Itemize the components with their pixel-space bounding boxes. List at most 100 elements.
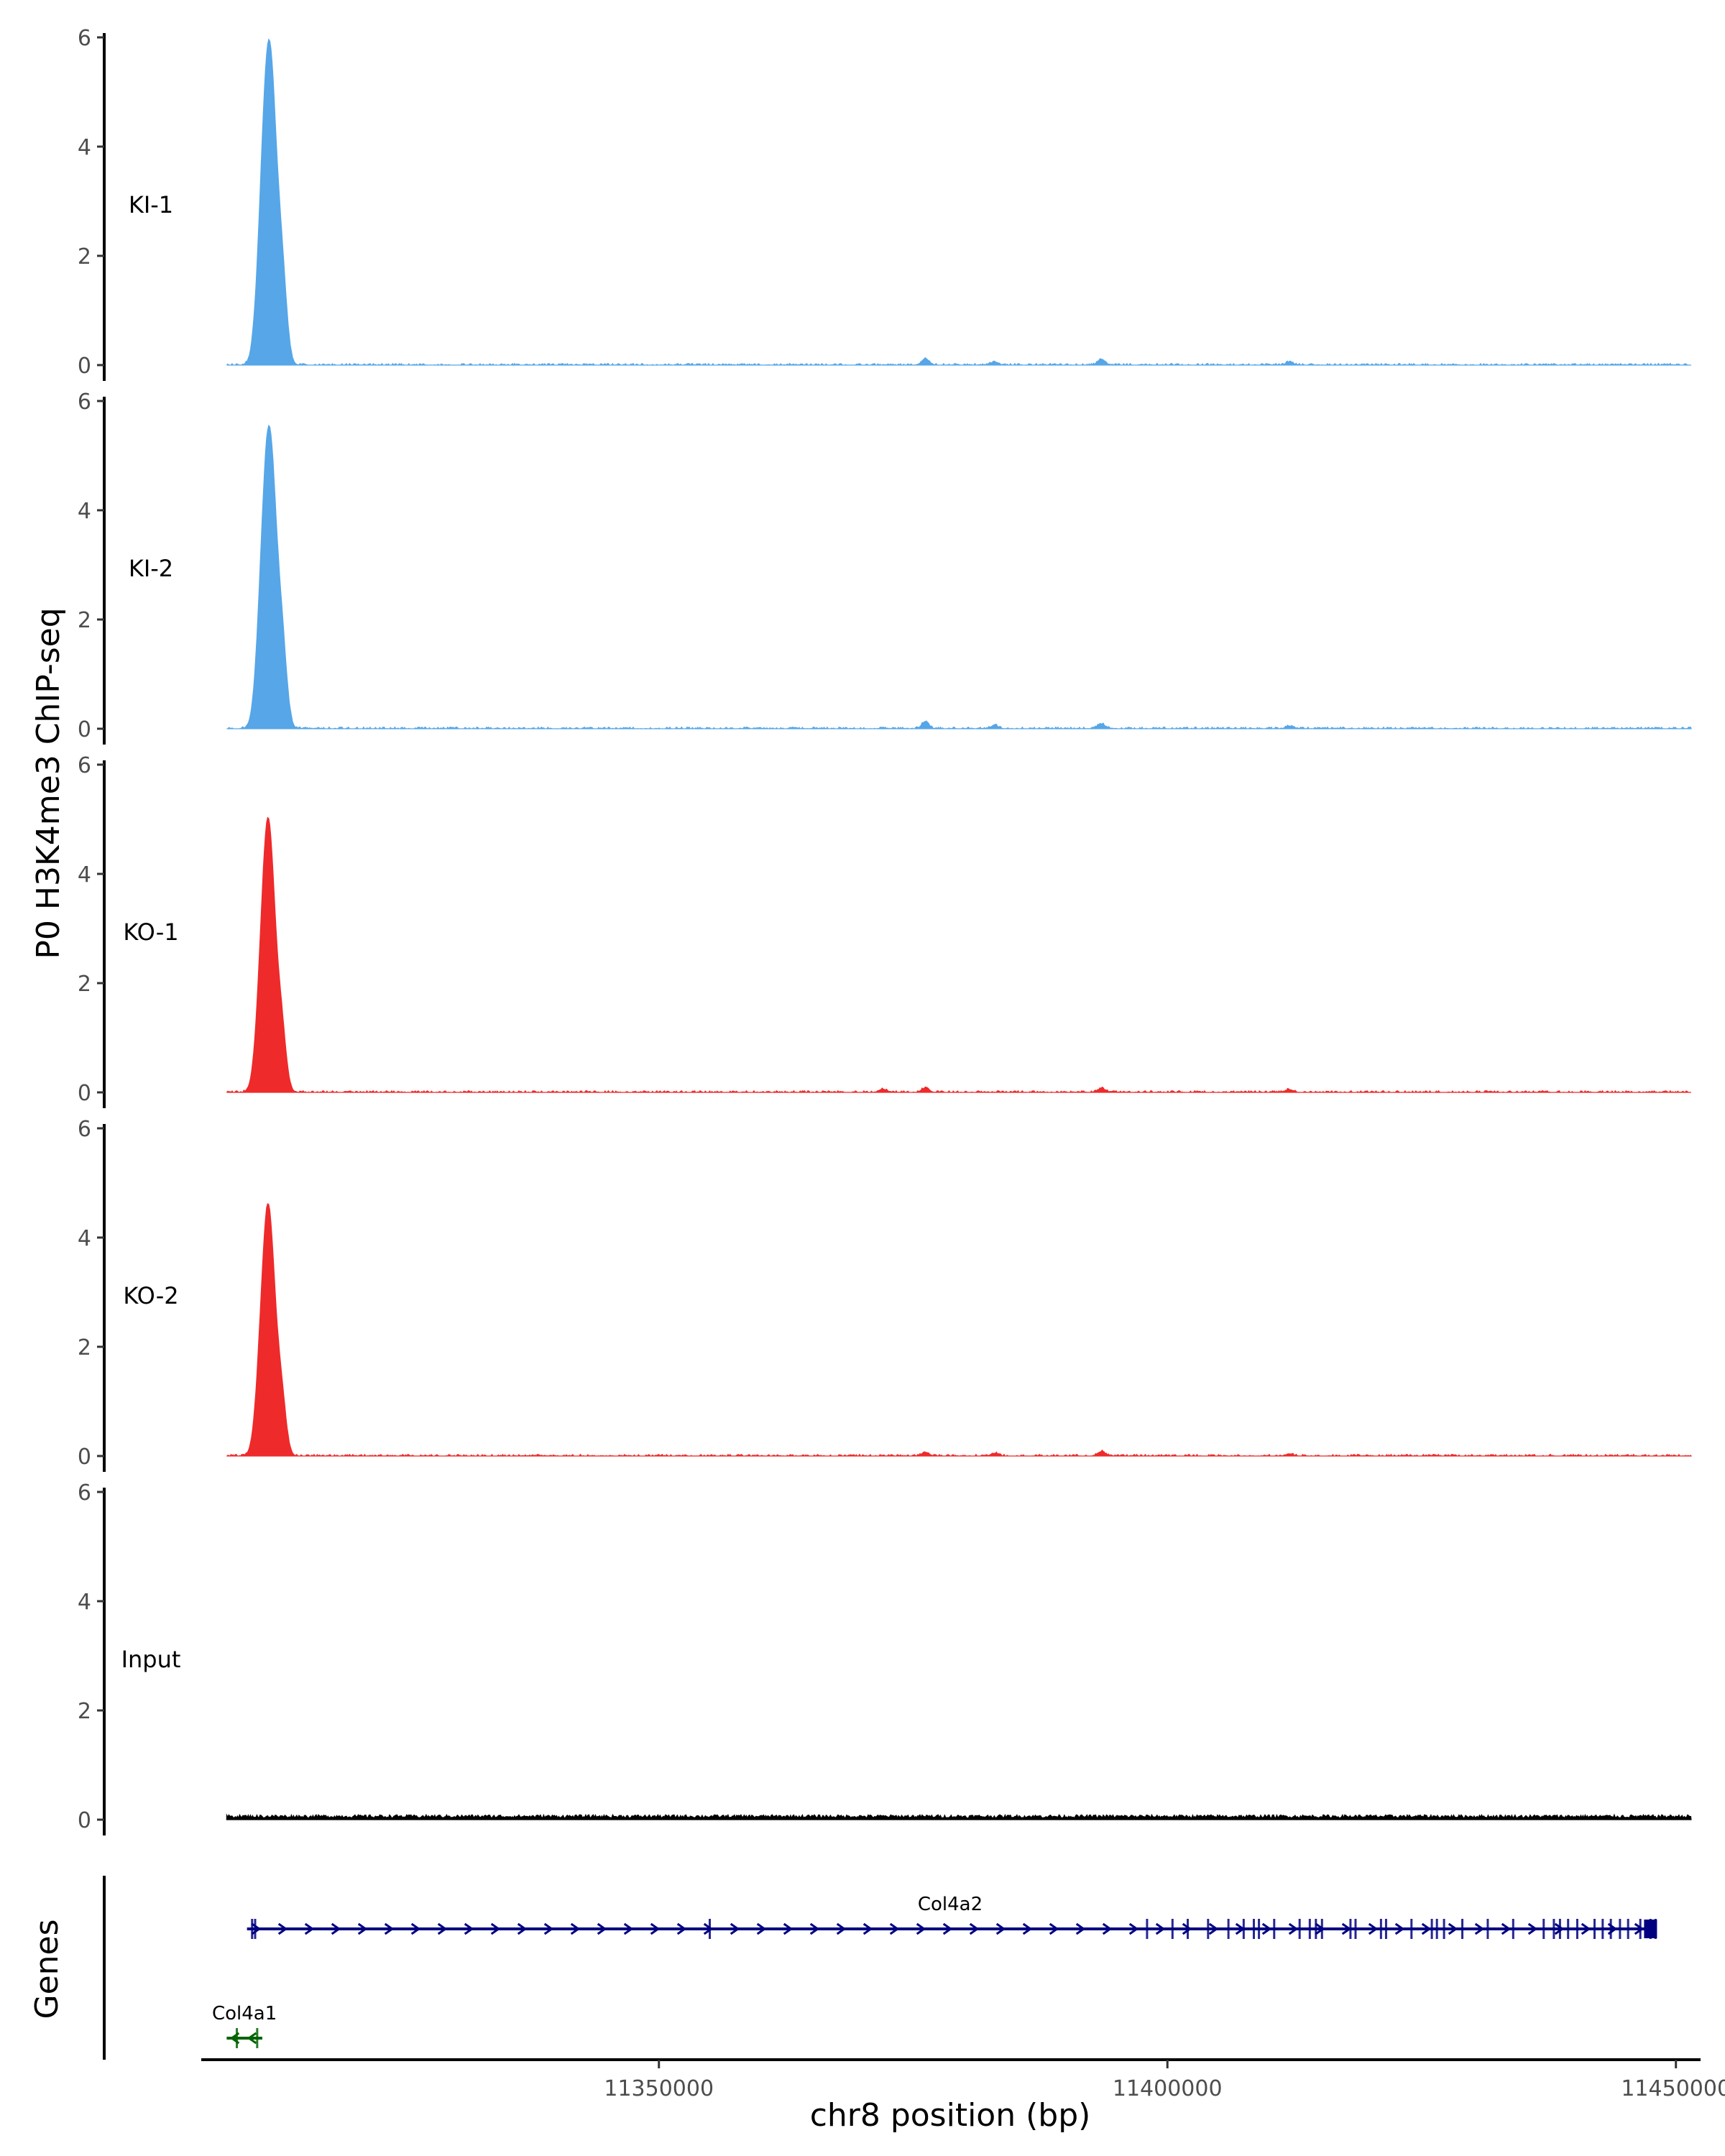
strand-chevron	[942, 1922, 953, 1935]
signal-area	[226, 424, 1692, 730]
strand-chevron	[517, 1922, 528, 1935]
strand-chevron	[703, 1922, 714, 1935]
exon	[1619, 1919, 1622, 1939]
strand-chevron	[889, 1922, 900, 1935]
strand-chevron	[676, 1922, 687, 1935]
y-tick-label: 2	[78, 972, 91, 997]
exon	[1320, 1919, 1323, 1939]
exon	[1258, 1919, 1261, 1939]
signal-area	[226, 816, 1691, 1094]
y-tick-label: 6	[78, 1480, 91, 1506]
x-tick-label: 11400000	[1113, 2076, 1223, 2101]
signal-area	[226, 1203, 1692, 1457]
strand-chevron	[384, 1922, 395, 1935]
strand-chevron	[1022, 1922, 1033, 1935]
strand-chevron	[1474, 1922, 1485, 1935]
exon	[1443, 1919, 1445, 1939]
y-tick-label: 4	[78, 1226, 91, 1251]
gene-name: Col4a2	[918, 1894, 983, 1915]
exon	[1542, 1919, 1545, 1939]
strand-chevron	[543, 1922, 554, 1935]
track-label: KO-2	[123, 1282, 178, 1309]
strand-chevron	[1581, 1922, 1591, 1935]
strand-chevron	[304, 1922, 315, 1935]
gene-col4a1: Col4a1	[212, 2003, 277, 2048]
exon	[1601, 1919, 1604, 1939]
y-tick-label: 0	[78, 1081, 91, 1106]
track-label: KI-1	[129, 191, 173, 218]
y-tick-label: 6	[78, 753, 91, 778]
exon	[1627, 1919, 1629, 1939]
track-label: KO-1	[123, 918, 178, 946]
strand-chevron	[1208, 1922, 1219, 1935]
strand-chevron	[1102, 1922, 1113, 1935]
exon	[1187, 1919, 1190, 1939]
strand-chevron	[1261, 1922, 1272, 1935]
exon	[236, 2028, 239, 2048]
y-tick-label: 0	[78, 1445, 91, 1470]
strand-chevron	[995, 1922, 1006, 1935]
strand-chevron	[490, 1922, 501, 1935]
y-tick-label: 6	[78, 1117, 91, 1142]
strand-chevron	[247, 2032, 257, 2045]
y-tick-label: 4	[78, 499, 91, 524]
exon	[1379, 1919, 1382, 1939]
exon	[1227, 1919, 1230, 1939]
strand-chevron	[1634, 1922, 1644, 1935]
strand-chevron	[1368, 1922, 1379, 1935]
strand-chevron	[623, 1922, 634, 1935]
exon	[1430, 1919, 1433, 1939]
y-tick-label: 0	[78, 354, 91, 379]
exon	[1384, 1919, 1387, 1939]
x-axis: 11350000 11400000 11450000	[201, 2058, 1725, 2101]
utr-block	[1644, 1920, 1657, 1938]
strand-chevron	[730, 1922, 740, 1935]
strand-chevron	[836, 1922, 847, 1935]
track-ko-2: 0 2 4 6 KO-2	[78, 1117, 1692, 1472]
strand-chevron	[597, 1922, 607, 1935]
strand-chevron	[1394, 1922, 1405, 1935]
exon	[254, 1919, 257, 1939]
track-ki-2: 0 2 4 6 KI-2	[78, 390, 1692, 745]
exon	[1552, 1919, 1555, 1939]
exon	[1273, 1919, 1276, 1939]
exon	[1435, 1919, 1438, 1939]
x-axis-title: chr8 position (bp)	[810, 2097, 1091, 2134]
exon	[1567, 1919, 1570, 1939]
y-tick-label: 6	[78, 390, 91, 415]
strand-chevron	[1155, 1922, 1166, 1935]
y-tick-label: 2	[78, 244, 91, 270]
exon	[256, 2028, 259, 2048]
exon	[1242, 1919, 1245, 1939]
y-tick-label: 0	[78, 717, 91, 742]
strand-chevron	[1501, 1922, 1512, 1935]
strand-chevron	[756, 1922, 767, 1935]
strand-chevron	[357, 1922, 368, 1935]
signal-tracks: 0 2 4 6 KI-1 0 2 4 6 KI-2 0 2 4 6 KO-1 0 2 4 6 KO-2 0 2 4 6 Inpu…	[78, 26, 1692, 1835]
track-label: Input	[121, 1646, 181, 1673]
x-tick-label: 11350000	[604, 2076, 714, 2101]
y-tick-label: 2	[78, 608, 91, 633]
exon	[1593, 1919, 1596, 1939]
genes-label: Genes	[29, 1919, 65, 2019]
exon	[1207, 1919, 1210, 1939]
strand-chevron	[1049, 1922, 1059, 1935]
exon	[1252, 1919, 1255, 1939]
strand-chevron	[331, 1922, 341, 1935]
strand-chevron	[1448, 1922, 1458, 1935]
y-tick-label: 6	[78, 26, 91, 51]
strand-chevron	[1421, 1922, 1432, 1935]
signal-area	[226, 1813, 1692, 1820]
y-tick-label: 4	[78, 1590, 91, 1615]
exon	[708, 1919, 711, 1939]
exon	[1354, 1919, 1357, 1939]
strand-chevron	[650, 1922, 661, 1935]
gene-track: Genes Col4a2 Col4a1	[29, 1876, 1657, 2060]
track-ki-1: 0 2 4 6 KI-1	[78, 26, 1691, 381]
strand-chevron	[783, 1922, 794, 1935]
y-tick-label: 0	[78, 1808, 91, 1833]
exon	[1315, 1919, 1317, 1939]
gene-name: Col4a1	[212, 2003, 277, 2024]
strand-chevron	[277, 1922, 288, 1935]
strand-chevron	[1128, 1922, 1139, 1935]
